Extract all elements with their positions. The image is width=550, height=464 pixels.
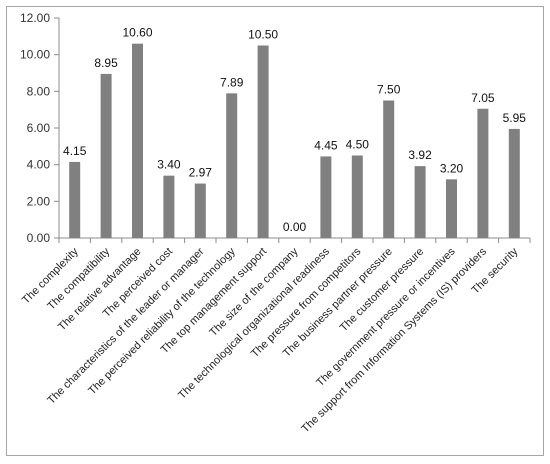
y-tick-label: 4.00 bbox=[27, 158, 51, 172]
bar bbox=[194, 183, 206, 238]
data-label: 2.97 bbox=[189, 166, 213, 180]
y-tick-label: 12.00 bbox=[20, 11, 50, 25]
x-axis bbox=[58, 237, 531, 243]
bar bbox=[163, 175, 175, 238]
y-axis: 0.00 2.00 4.00 6.00 8.00 10.00 12.00 bbox=[20, 11, 60, 245]
bar bbox=[100, 73, 112, 239]
data-label: 4.15 bbox=[63, 144, 87, 158]
data-label: 4.50 bbox=[346, 138, 370, 152]
y-tick-label: 10.00 bbox=[20, 48, 50, 62]
bar bbox=[383, 100, 395, 238]
data-label: 8.95 bbox=[94, 56, 118, 70]
bar bbox=[132, 43, 143, 238]
bar bbox=[351, 155, 363, 238]
y-tick-label: 2.00 bbox=[27, 194, 51, 208]
bar bbox=[446, 179, 457, 238]
data-label: 4.45 bbox=[314, 138, 338, 152]
data-label: 10.50 bbox=[248, 28, 278, 42]
bar bbox=[414, 166, 426, 238]
bar bbox=[320, 156, 332, 238]
y-tick-label: 0.00 bbox=[27, 231, 51, 245]
bar bbox=[226, 93, 238, 238]
bars bbox=[69, 43, 520, 239]
data-label: 7.05 bbox=[471, 91, 495, 105]
data-label: 7.89 bbox=[220, 75, 244, 89]
data-label: 3.40 bbox=[157, 158, 181, 172]
bar bbox=[477, 108, 489, 238]
data-label: 3.20 bbox=[440, 161, 464, 175]
category-label: The complexity bbox=[20, 245, 81, 306]
data-label: 7.50 bbox=[377, 83, 401, 97]
data-labels: 4.15 8.95 10.60 3.40 2.97 7.89 10.50 0.00 4.45 4.… bbox=[63, 26, 526, 234]
y-tick-label: 6.00 bbox=[27, 121, 51, 135]
bar bbox=[508, 128, 520, 238]
bar bbox=[69, 161, 81, 238]
data-label: 5.95 bbox=[503, 111, 527, 125]
y-tick-label: 8.00 bbox=[27, 84, 51, 98]
bar bbox=[257, 45, 269, 238]
data-label: 3.92 bbox=[408, 148, 432, 162]
data-label: 0.00 bbox=[283, 220, 307, 234]
data-label: 10.60 bbox=[122, 26, 152, 40]
